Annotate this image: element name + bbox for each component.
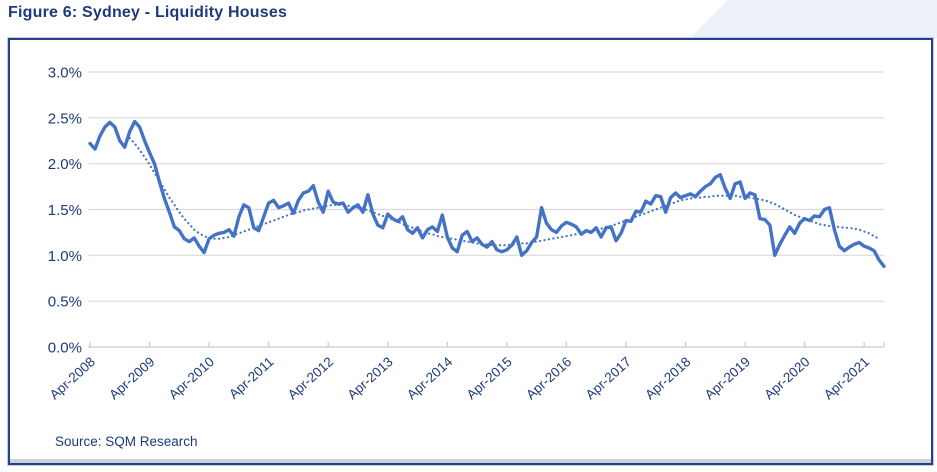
y-axis-label: 0.0% (48, 340, 82, 357)
chart-canvas: 0.0%0.5%1.0%1.5%2.0%2.5%3.0%Apr-2008 Apr-… (47, 64, 886, 403)
source-label: Source: SQM Research (55, 434, 198, 449)
x-axis-label: Apr-2018 (642, 354, 693, 402)
x-axis-label: Apr-2015 (464, 354, 515, 402)
x-axis-label: Apr-2021 (821, 354, 872, 402)
x-axis-label: Apr-2014 (404, 354, 456, 403)
x-axis-label: Apr-2012 (285, 354, 336, 402)
x-axis-label: Apr-2020 (761, 354, 812, 402)
x-axis-label: Apr-2013 (344, 354, 395, 402)
y-axis-label: 2.0% (48, 156, 82, 173)
y-axis-label: 1.0% (48, 248, 82, 265)
corner-decoration-shape (690, 0, 937, 38)
y-axis-label: 2.5% (48, 110, 82, 127)
y-axis-label: 3.0% (48, 64, 82, 81)
x-axis-label: Apr-2008 (47, 354, 98, 402)
x-axis-label: Apr-2016 (523, 354, 574, 402)
x-axis-label: Apr-2009 (106, 354, 157, 402)
y-axis-label: 0.5% (48, 294, 82, 311)
trend-dotted-line (128, 136, 881, 247)
x-axis-label: Apr-2010 (166, 354, 217, 402)
x-axis-label: Apr-2011 (226, 354, 277, 402)
x-axis-label: Apr-2017 (583, 354, 634, 402)
x-axis-label: Apr-2019 (702, 354, 753, 402)
y-axis-label: 1.5% (48, 202, 82, 219)
chart-frame: 0.0% 0.5% 1.0% 1.5% 2.0% 2.5% 3.0% Apr-2008 Apr-… (8, 38, 933, 465)
houses-liquidity-line (88, 119, 886, 269)
figure-title: Figure 6: Sydney - Liquidity Houses (8, 4, 288, 21)
